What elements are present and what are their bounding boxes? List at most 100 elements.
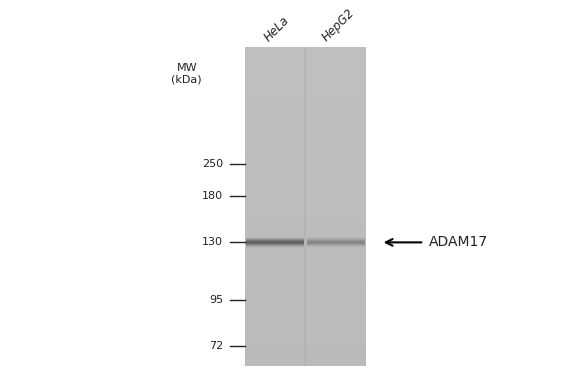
Bar [244, 133, 366, 135]
Bar [244, 350, 366, 352]
Bar [244, 361, 366, 363]
Bar [244, 111, 366, 113]
Bar [244, 162, 366, 164]
Bar [244, 95, 366, 97]
Bar [244, 154, 366, 156]
Bar [244, 320, 366, 321]
Bar [244, 205, 366, 207]
Bar [244, 51, 366, 52]
Bar [244, 353, 366, 355]
Bar [244, 52, 366, 54]
Bar [244, 234, 366, 235]
Bar [244, 156, 366, 157]
Bar [244, 219, 366, 221]
Bar [244, 245, 366, 246]
Bar [244, 55, 366, 57]
Bar [244, 254, 366, 256]
Bar [244, 130, 366, 132]
Bar [244, 114, 366, 116]
Bar [244, 302, 366, 304]
Bar [244, 257, 366, 259]
Bar [244, 127, 366, 129]
Bar [244, 71, 366, 73]
Bar [244, 84, 366, 85]
Bar [244, 272, 366, 274]
Bar [244, 143, 366, 144]
Bar [244, 352, 366, 353]
Bar [244, 140, 366, 141]
Bar [244, 98, 366, 100]
Bar [244, 283, 366, 285]
Text: 250: 250 [202, 159, 223, 169]
Bar [244, 192, 366, 194]
Bar [244, 312, 366, 313]
Bar [244, 187, 366, 189]
Bar [244, 141, 366, 143]
Bar [244, 184, 366, 186]
Bar [244, 299, 366, 301]
Bar [244, 223, 366, 224]
Bar [244, 186, 366, 187]
Bar [244, 336, 366, 337]
Bar [244, 278, 366, 280]
Bar [244, 265, 366, 267]
Bar [244, 363, 366, 364]
Bar [244, 274, 366, 275]
Bar [244, 146, 366, 148]
Bar [244, 310, 366, 312]
Text: HeLa: HeLa [261, 13, 292, 44]
Bar [244, 235, 366, 237]
Bar [244, 213, 366, 215]
Bar [244, 211, 366, 213]
Bar [244, 170, 366, 172]
Bar [244, 202, 366, 203]
Bar [244, 124, 366, 125]
Bar [244, 119, 366, 121]
Bar [244, 57, 366, 59]
Bar [244, 189, 366, 191]
Bar [244, 181, 366, 183]
Text: MW
(kDa): MW (kDa) [172, 64, 202, 85]
Bar [244, 282, 366, 283]
Bar [244, 165, 366, 167]
Bar [244, 74, 366, 76]
Bar [244, 215, 366, 216]
Bar [244, 105, 366, 106]
Bar [244, 359, 366, 361]
Bar [244, 293, 366, 294]
Bar [244, 290, 366, 291]
Bar [244, 227, 366, 229]
Bar [244, 337, 366, 339]
Bar [244, 291, 366, 293]
Bar [244, 237, 366, 239]
Bar [244, 304, 366, 305]
Bar [244, 280, 366, 282]
Bar [244, 152, 366, 154]
Bar [244, 82, 366, 84]
Bar [244, 113, 366, 114]
Bar [244, 175, 366, 176]
Bar [244, 243, 366, 245]
Bar [244, 248, 366, 249]
Bar [244, 240, 366, 242]
Text: 72: 72 [209, 341, 223, 351]
Bar [244, 328, 366, 329]
Bar [244, 54, 366, 55]
Bar [244, 232, 366, 234]
Bar [244, 132, 366, 133]
Bar [244, 259, 366, 261]
Bar [244, 253, 366, 254]
Bar [244, 318, 366, 320]
Bar [244, 93, 366, 95]
Bar [244, 200, 366, 202]
Bar [244, 183, 366, 184]
Bar [244, 197, 366, 198]
Bar [244, 349, 366, 350]
Bar [244, 246, 366, 248]
Bar [244, 239, 366, 240]
Bar [244, 355, 366, 356]
Bar [244, 321, 366, 323]
Bar [244, 269, 366, 270]
Bar [244, 267, 366, 269]
Bar [244, 73, 366, 74]
